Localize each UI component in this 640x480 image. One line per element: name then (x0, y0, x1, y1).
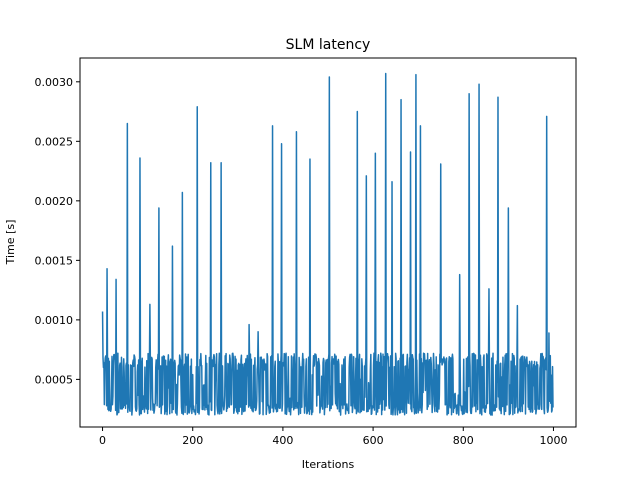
y-tick-label: 0.0025 (35, 135, 74, 148)
chart-title: SLM latency (286, 37, 371, 53)
x-tick-label: 600 (363, 434, 384, 447)
series-layer (101, 72, 554, 416)
x-tick-label: 1000 (539, 434, 567, 447)
latency-series-line (101, 72, 554, 416)
y-tick-label: 0.0020 (35, 195, 74, 208)
y-tick-label: 0.0010 (35, 314, 74, 327)
axes-frame (79, 57, 577, 428)
x-tick-label: 800 (453, 434, 474, 447)
x-tick-label: 400 (272, 434, 293, 447)
y-axis-label: Time [s] (4, 220, 17, 266)
y-axis-ticks: 0.0005 0.0010 0.0015 0.0020 0.0025 0.0030 (35, 76, 80, 386)
x-tick-label: 200 (182, 434, 203, 447)
y-tick-label: 0.0005 (35, 373, 74, 386)
x-axis-label: Iterations (302, 458, 355, 471)
y-tick-label: 0.0030 (35, 76, 74, 89)
y-tick-label: 0.0015 (35, 254, 74, 267)
x-axis-ticks: 0 200 400 600 800 1000 (99, 427, 567, 447)
x-tick-label: 0 (99, 434, 106, 447)
plot-area (79, 57, 577, 428)
